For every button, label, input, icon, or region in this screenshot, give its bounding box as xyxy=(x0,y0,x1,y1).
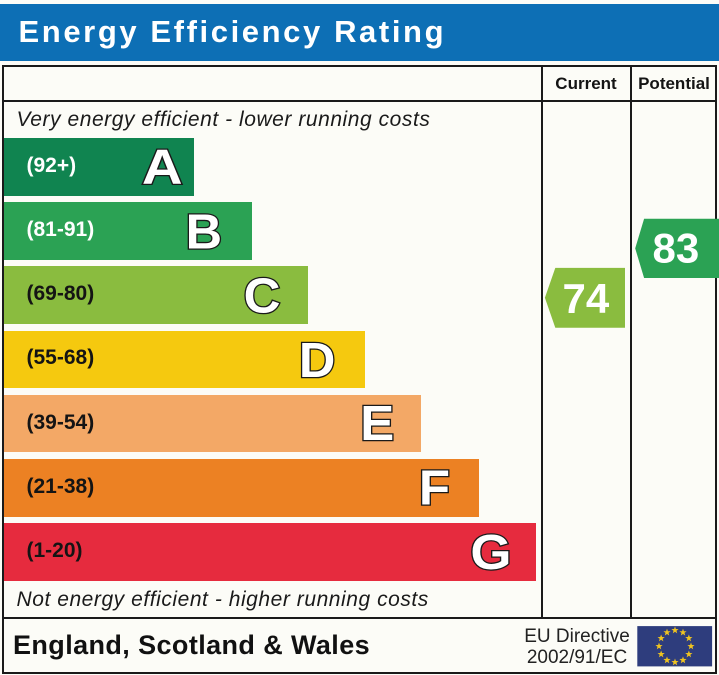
svg-text:G: G xyxy=(470,525,511,580)
svg-text:F: F xyxy=(419,460,450,515)
svg-text:C: C xyxy=(244,268,281,323)
svg-text:A: A xyxy=(142,140,183,195)
svg-text:E: E xyxy=(360,396,394,451)
svg-text:83: 83 xyxy=(653,225,700,272)
svg-text:D: D xyxy=(299,333,335,388)
svg-text:B: B xyxy=(186,204,222,259)
svg-text:74: 74 xyxy=(563,275,610,322)
